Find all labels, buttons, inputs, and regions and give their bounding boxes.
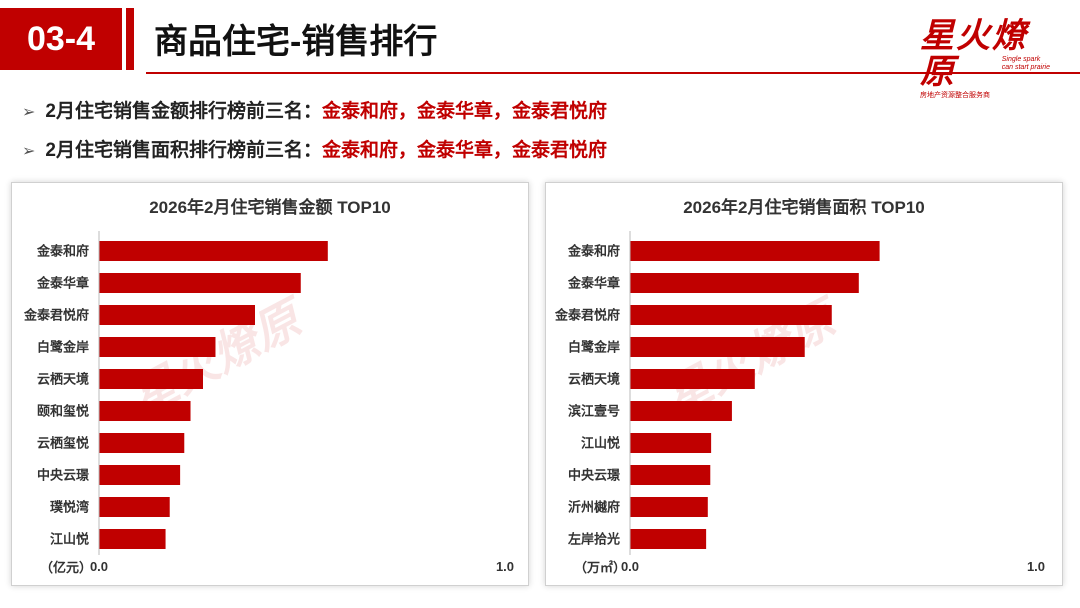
logo-subtitle: 房地产资源整合服务商 <box>920 92 990 99</box>
summary-bullet-amount: ➢ 2月住宅销售金额排行榜前三名：金泰和府，金泰华章，金泰君悦府 <box>22 96 607 123</box>
bullet-label: 2月住宅销售金额排行榜前三名： <box>45 101 322 122</box>
bar <box>99 337 216 357</box>
bar <box>99 305 255 325</box>
bar <box>99 273 301 293</box>
brand-logo: 星火燎原 房地产资源整合服务商 Single spark can start p… <box>920 18 1050 99</box>
bar <box>630 305 832 325</box>
bar <box>99 241 328 261</box>
category-label: 云栖天境 <box>568 372 620 387</box>
bar <box>630 273 859 293</box>
category-label: 颐和玺悦 <box>37 404 89 419</box>
category-label: 中央云璟 <box>568 468 620 483</box>
x-tick-label: 1.0 <box>1027 559 1045 574</box>
bar <box>630 337 805 357</box>
category-label: 沂州樾府 <box>568 500 620 515</box>
x-tick-label: 1.0 <box>496 559 514 574</box>
x-axis-unit: （亿元） <box>40 560 93 575</box>
bar <box>99 401 191 421</box>
bar <box>630 497 708 517</box>
bar-chart-sales-area: 金泰和府金泰华章金泰君悦府白鹭金岸云栖天境滨江壹号江山悦中央云璟沂州樾府左岸拾光… <box>554 231 1045 574</box>
section-number-badge: 03-4 <box>0 8 122 70</box>
category-label: 滨江壹号 <box>568 404 620 419</box>
bar <box>99 465 181 485</box>
category-label: 云栖玺悦 <box>37 436 89 451</box>
x-axis-unit: （万㎡） <box>574 560 627 575</box>
bar-chart-sales-amount: 金泰和府金泰华章金泰君悦府白鹭金岸云栖天境颐和玺悦云栖玺悦中央云璟璞悦湾江山悦0… <box>23 231 514 574</box>
bar <box>630 369 755 389</box>
page-title: 商品住宅-销售排行 <box>154 23 438 61</box>
bar <box>99 369 203 389</box>
category-label: 金泰华章 <box>36 276 89 291</box>
chart-title: 2026年2月住宅销售面积 TOP10 <box>683 198 925 217</box>
bar <box>630 433 712 453</box>
category-label: 江山悦 <box>50 532 89 547</box>
category-label: 璞悦湾 <box>50 500 89 515</box>
header-accent-bar <box>126 8 134 70</box>
bullet-label: 2月住宅销售面积排行榜前三名： <box>45 140 322 161</box>
summary-bullet-area: ➢ 2月住宅销售面积排行榜前三名：金泰和府，金泰华章，金泰君悦府 <box>22 135 607 162</box>
chart-panel-sales-area: 星火燎原 2026年2月住宅销售面积 TOP10 金泰和府 金泰华章 金泰君悦府 白鹭… <box>545 182 1063 586</box>
category-label: 金泰君悦府 <box>554 308 620 323</box>
bar <box>99 497 170 517</box>
category-label: 金泰和府 <box>567 244 620 259</box>
logo-english-line1: Single spark <box>1001 56 1041 63</box>
bar <box>630 529 707 549</box>
category-label: 白鹭金岸 <box>37 340 89 355</box>
category-label: 云栖天境 <box>37 372 89 387</box>
logo-english: Single spark can start prairie <box>1002 56 1050 72</box>
bar <box>630 401 732 421</box>
category-label: 江山悦 <box>581 436 620 451</box>
category-label: 左岸拾光 <box>568 532 620 547</box>
bar <box>99 433 185 453</box>
x-tick-label: 0.0 <box>90 559 108 574</box>
logo-english-line2: can start prairie <box>1001 64 1050 71</box>
bar <box>630 241 880 261</box>
chart-title: 2026年2月住宅销售金额 TOP10 <box>149 198 391 217</box>
bullet-highlight: 金泰和府，金泰华章，金泰君悦府 <box>321 101 607 122</box>
category-label: 金泰华章 <box>567 276 620 291</box>
category-label: 白鹭金岸 <box>568 340 620 355</box>
chart-panel-sales-amount: 星火燎原 2026年2月住宅销售金额 TOP10 金泰和府 金泰华章 金泰君悦府 白鹭… <box>11 182 529 586</box>
bullet-arrow-icon: ➢ <box>22 104 36 121</box>
category-label: 中央云璟 <box>37 468 89 483</box>
header-divider <box>146 72 1080 74</box>
bullet-highlight: 金泰和府，金泰华章，金泰君悦府 <box>321 140 607 161</box>
summary-bullets: ➢ 2月住宅销售金额排行榜前三名：金泰和府，金泰华章，金泰君悦府 ➢ 2月住宅销售面… <box>22 96 607 174</box>
category-label: 金泰和府 <box>36 244 89 259</box>
bar <box>630 465 711 485</box>
bar <box>99 529 166 549</box>
logo-title: 星火燎原 <box>920 16 1028 92</box>
bullet-arrow-icon: ➢ <box>22 143 36 160</box>
x-tick-label: 0.0 <box>621 559 639 574</box>
category-label: 金泰君悦府 <box>23 308 89 323</box>
